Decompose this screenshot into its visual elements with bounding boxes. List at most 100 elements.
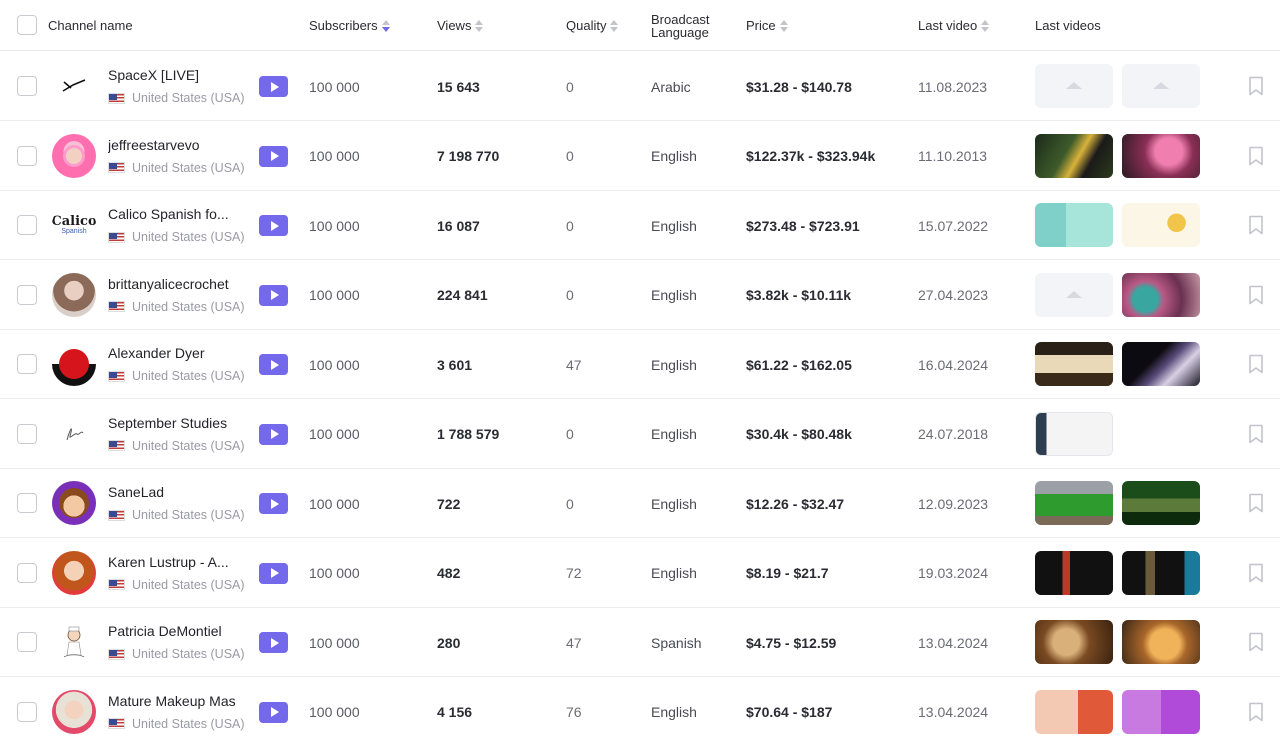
language-value: Arabic [651, 78, 691, 95]
youtube-icon[interactable] [259, 76, 288, 97]
channel-country: United States (USA) [108, 646, 248, 662]
country-label: United States (USA) [132, 160, 245, 175]
table-row[interactable]: SpaceX [LIVE] United States (USA) 100 00… [0, 52, 1280, 121]
avatar: Calico Spanish [52, 203, 96, 247]
header-subscribers[interactable]: Subscribers [309, 0, 390, 51]
channel-name[interactable]: SpaceX [LIVE] [108, 67, 200, 83]
youtube-icon[interactable] [259, 632, 288, 653]
youtube-icon[interactable] [259, 493, 288, 514]
sort-icon[interactable] [981, 19, 990, 32]
header-subscribers-label: Subscribers [309, 18, 378, 33]
bookmark-icon[interactable] [1248, 424, 1264, 444]
header-quality[interactable]: Quality [566, 0, 619, 51]
language-value: English [651, 217, 697, 234]
us-flag-icon [108, 92, 125, 104]
row-checkbox[interactable] [17, 76, 37, 96]
bookmark-icon[interactable] [1248, 702, 1264, 722]
video-thumbnail[interactable] [1122, 272, 1200, 317]
row-checkbox[interactable] [17, 562, 37, 583]
channel-name[interactable]: brittanyalicecrochet [108, 275, 229, 292]
table-row[interactable]: Alexander Dyer United States (USA) 100 0… [0, 330, 1280, 399]
video-thumbnail[interactable] [1035, 689, 1113, 734]
channel-name[interactable]: jeffreestarvevo [108, 136, 200, 153]
youtube-icon[interactable] [259, 215, 288, 236]
sort-icon[interactable] [475, 19, 484, 32]
bookmark-icon[interactable] [1248, 76, 1264, 96]
select-all-checkbox[interactable] [17, 15, 37, 35]
header-broadcast-label: Broadcast [651, 11, 710, 27]
last-video-date: 15.07.2022 [918, 217, 989, 234]
row-checkbox[interactable] [17, 145, 37, 166]
us-flag-icon [108, 162, 125, 173]
row-checkbox[interactable] [17, 354, 37, 374]
channel-name[interactable]: Calico Spanish fo... [108, 206, 229, 222]
table-row[interactable]: brittanyalicecrochet United States (USA)… [0, 261, 1280, 330]
youtube-icon[interactable] [259, 562, 288, 584]
channel-name[interactable]: Karen Lustrup - A... [108, 553, 229, 570]
price-value: $8.19 - $21.7 [746, 565, 829, 581]
video-thumbnail[interactable] [1035, 411, 1113, 456]
row-checkbox[interactable] [17, 284, 37, 305]
last-video-date: 12.09.2023 [918, 495, 989, 512]
video-thumbnail-placeholder[interactable] [1122, 64, 1200, 108]
language-value: English [651, 495, 697, 512]
bookmark-icon[interactable] [1248, 354, 1264, 374]
video-thumbnail[interactable] [1035, 620, 1113, 664]
table-row[interactable]: SaneLad United States (USA) 100 000 722 … [0, 469, 1280, 538]
video-thumbnail[interactable] [1122, 342, 1200, 386]
spacex-logo-icon [62, 79, 86, 92]
video-thumbnail[interactable] [1035, 481, 1113, 525]
video-thumbnail[interactable] [1122, 133, 1200, 178]
header-last-video[interactable]: Last video [918, 0, 990, 51]
channel-name[interactable]: Alexander Dyer [108, 345, 205, 361]
table-row[interactable]: Calico Spanish Calico Spanish fo... Unit… [0, 191, 1280, 260]
youtube-icon[interactable] [259, 423, 288, 445]
video-thumbnail[interactable] [1035, 203, 1113, 247]
table-row[interactable]: Karen Lustrup - A... United States (USA)… [0, 539, 1280, 608]
video-thumbnail[interactable] [1035, 133, 1113, 178]
header-price[interactable]: Price [746, 0, 788, 51]
table-row[interactable]: September Studies United States (USA) 10… [0, 400, 1280, 469]
video-thumbnail-placeholder[interactable] [1035, 272, 1113, 317]
sort-icon[interactable] [610, 19, 619, 32]
table-row[interactable]: jeffreestarvevo United States (USA) 100 … [0, 122, 1280, 191]
price-value: $122.37k - $323.94k [746, 148, 876, 164]
sort-icon[interactable] [779, 19, 788, 32]
row-checkbox[interactable] [17, 215, 37, 235]
youtube-icon[interactable] [259, 284, 288, 306]
video-thumbnail[interactable] [1122, 620, 1200, 664]
channel-name[interactable]: Mature Makeup Mas [108, 692, 236, 709]
video-thumbnail[interactable] [1122, 203, 1200, 247]
bookmark-icon[interactable] [1248, 285, 1264, 305]
video-thumbnail[interactable] [1035, 550, 1113, 595]
sort-icon[interactable] [381, 19, 390, 32]
row-checkbox[interactable] [17, 493, 37, 513]
video-thumbnail[interactable] [1122, 689, 1200, 734]
video-thumbnail[interactable] [1122, 550, 1200, 595]
youtube-icon[interactable] [259, 145, 288, 167]
bookmark-icon[interactable] [1248, 146, 1264, 166]
row-checkbox[interactable] [17, 701, 37, 722]
quality-value: 0 [566, 287, 574, 303]
youtube-icon[interactable] [259, 701, 288, 723]
youtube-icon[interactable] [259, 354, 288, 375]
country-label: United States (USA) [132, 508, 245, 522]
row-checkbox[interactable] [17, 423, 37, 444]
table-row[interactable]: Patricia DeMontiel United States (USA) 1… [0, 608, 1280, 677]
views-value: 482 [437, 565, 461, 581]
last-video-date: 13.04.2024 [918, 634, 989, 651]
table-row[interactable]: Mature Makeup Mas United States (USA) 10… [0, 678, 1280, 745]
channel-name[interactable]: SaneLad [108, 484, 165, 500]
channel-name[interactable]: Patricia DeMontiel [108, 623, 222, 639]
row-checkbox[interactable] [17, 632, 37, 652]
video-thumbnail-placeholder[interactable] [1035, 64, 1113, 108]
bookmark-icon[interactable] [1248, 563, 1264, 583]
bookmark-icon[interactable] [1248, 493, 1264, 513]
last-video-date: 27.04.2023 [918, 287, 989, 303]
bookmark-icon[interactable] [1248, 632, 1264, 652]
video-thumbnail[interactable] [1122, 481, 1200, 525]
header-views[interactable]: Views [437, 0, 484, 51]
channel-name[interactable]: September Studies [108, 414, 228, 431]
bookmark-icon[interactable] [1248, 215, 1264, 235]
video-thumbnail[interactable] [1035, 342, 1113, 386]
